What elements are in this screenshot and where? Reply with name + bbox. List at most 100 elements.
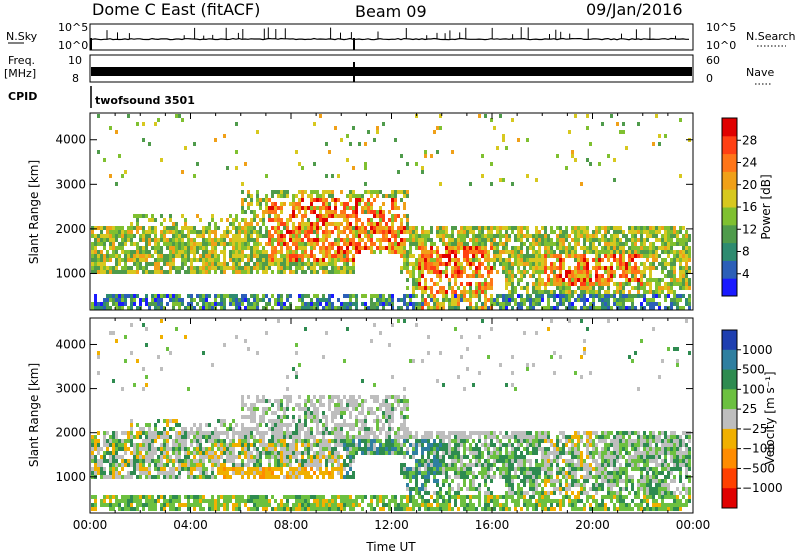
range-time-cell [649,250,652,254]
range-time-cell [625,306,628,310]
range-time-cell [406,262,409,266]
range-time-cell [250,202,253,206]
range-time-cell [109,266,112,270]
range-time-cell [391,395,394,399]
range-time-cell [370,218,373,222]
range-time-cell [442,234,445,238]
range-time-cell [187,242,190,246]
range-time-cell [130,234,133,238]
range-time-cell [532,242,535,246]
range-time-cell [232,427,235,431]
range-time-cell [322,202,325,206]
range-time-cell [607,250,610,254]
range-time-cell [367,206,370,210]
range-time-cell [94,499,97,503]
range-time-cell [370,447,373,451]
range-time-cell [493,298,496,302]
range-time-cell [142,214,145,218]
range-time-cell [652,242,655,246]
range-time-cell [109,471,112,475]
range-time-cell [256,298,259,302]
range-time-cell [262,266,265,270]
y-tick-label: 3000 [55,177,86,191]
range-time-cell [439,254,442,258]
range-time-cell [229,475,232,479]
range-time-cell [304,475,307,479]
range-time-cell [127,503,130,507]
range-time-cell [166,431,169,435]
range-time-cell [367,130,370,134]
range-time-cell [238,226,241,230]
range-time-cell [421,242,424,246]
range-time-cell [238,306,241,310]
range-time-cell [379,222,382,226]
range-time-cell [160,507,163,511]
range-time-cell [397,395,400,399]
range-time-cell [382,298,385,302]
range-time-cell [307,395,310,399]
range-time-cell [208,266,211,270]
range-time-cell [271,270,274,274]
range-time-cell [316,503,319,507]
range-time-cell [178,423,181,427]
range-time-cell [298,407,301,411]
range-time-cell [658,290,661,294]
range-time-cell [538,250,541,254]
range-time-cell [430,286,433,290]
range-time-cell [463,242,466,246]
range-time-cell [358,218,361,222]
range-time-cell [289,266,292,270]
range-time-cell [166,302,169,306]
range-time-cell [244,503,247,507]
range-time-cell [490,242,493,246]
range-time-cell [253,415,256,419]
range-time-cell [307,447,310,451]
range-time-cell [127,471,130,475]
range-time-cell [454,274,457,278]
range-time-cell [241,266,244,270]
range-time-cell [226,459,229,463]
range-time-cell [637,294,640,298]
range-time-cell [517,270,520,274]
range-time-cell [337,298,340,302]
range-time-cell [283,423,286,427]
range-time-cell [385,298,388,302]
range-time-cell [304,230,307,234]
range-time-cell [475,302,478,306]
range-time-cell [418,270,421,274]
range-time-cell [250,218,253,222]
range-time-cell [385,431,388,435]
range-time-cell [655,250,658,254]
range-time-cell [313,463,316,467]
range-time-cell [271,210,274,214]
range-time-cell [436,230,439,234]
range-time-cell [685,242,688,246]
range-time-cell [370,451,373,455]
range-time-cell [91,455,94,459]
range-time-cell [334,407,337,411]
range-time-cell [343,206,346,210]
range-time-cell [478,114,481,118]
range-time-cell [544,242,547,246]
range-time-cell [346,250,349,254]
range-time-cell [202,266,205,270]
range-time-cell [253,306,256,310]
range-time-cell [253,210,256,214]
range-time-cell [250,411,253,415]
range-time-cell [193,435,196,439]
range-time-cell [319,395,322,399]
range-time-cell [238,230,241,234]
range-time-cell [283,407,286,411]
range-time-cell [313,419,316,423]
range-time-cell [649,306,652,310]
range-time-cell [301,427,304,431]
range-time-cell [580,286,583,290]
range-time-cell [232,503,235,507]
range-time-cell [637,250,640,254]
range-time-cell [478,286,481,290]
range-time-cell [268,407,271,411]
range-time-cell [484,302,487,306]
date-title: 09/Jan/2016 [586,0,683,19]
range-time-cell [406,250,409,254]
range-time-cell [286,475,289,479]
